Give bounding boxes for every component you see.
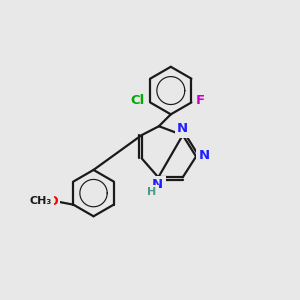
Text: Cl: Cl [130,94,145,107]
Text: H: H [147,187,156,197]
Text: N: N [199,148,210,162]
Text: F: F [196,94,205,107]
Text: N: N [177,122,188,135]
Text: CH₃: CH₃ [29,196,51,206]
Text: N: N [152,178,163,191]
Text: O: O [47,195,58,208]
